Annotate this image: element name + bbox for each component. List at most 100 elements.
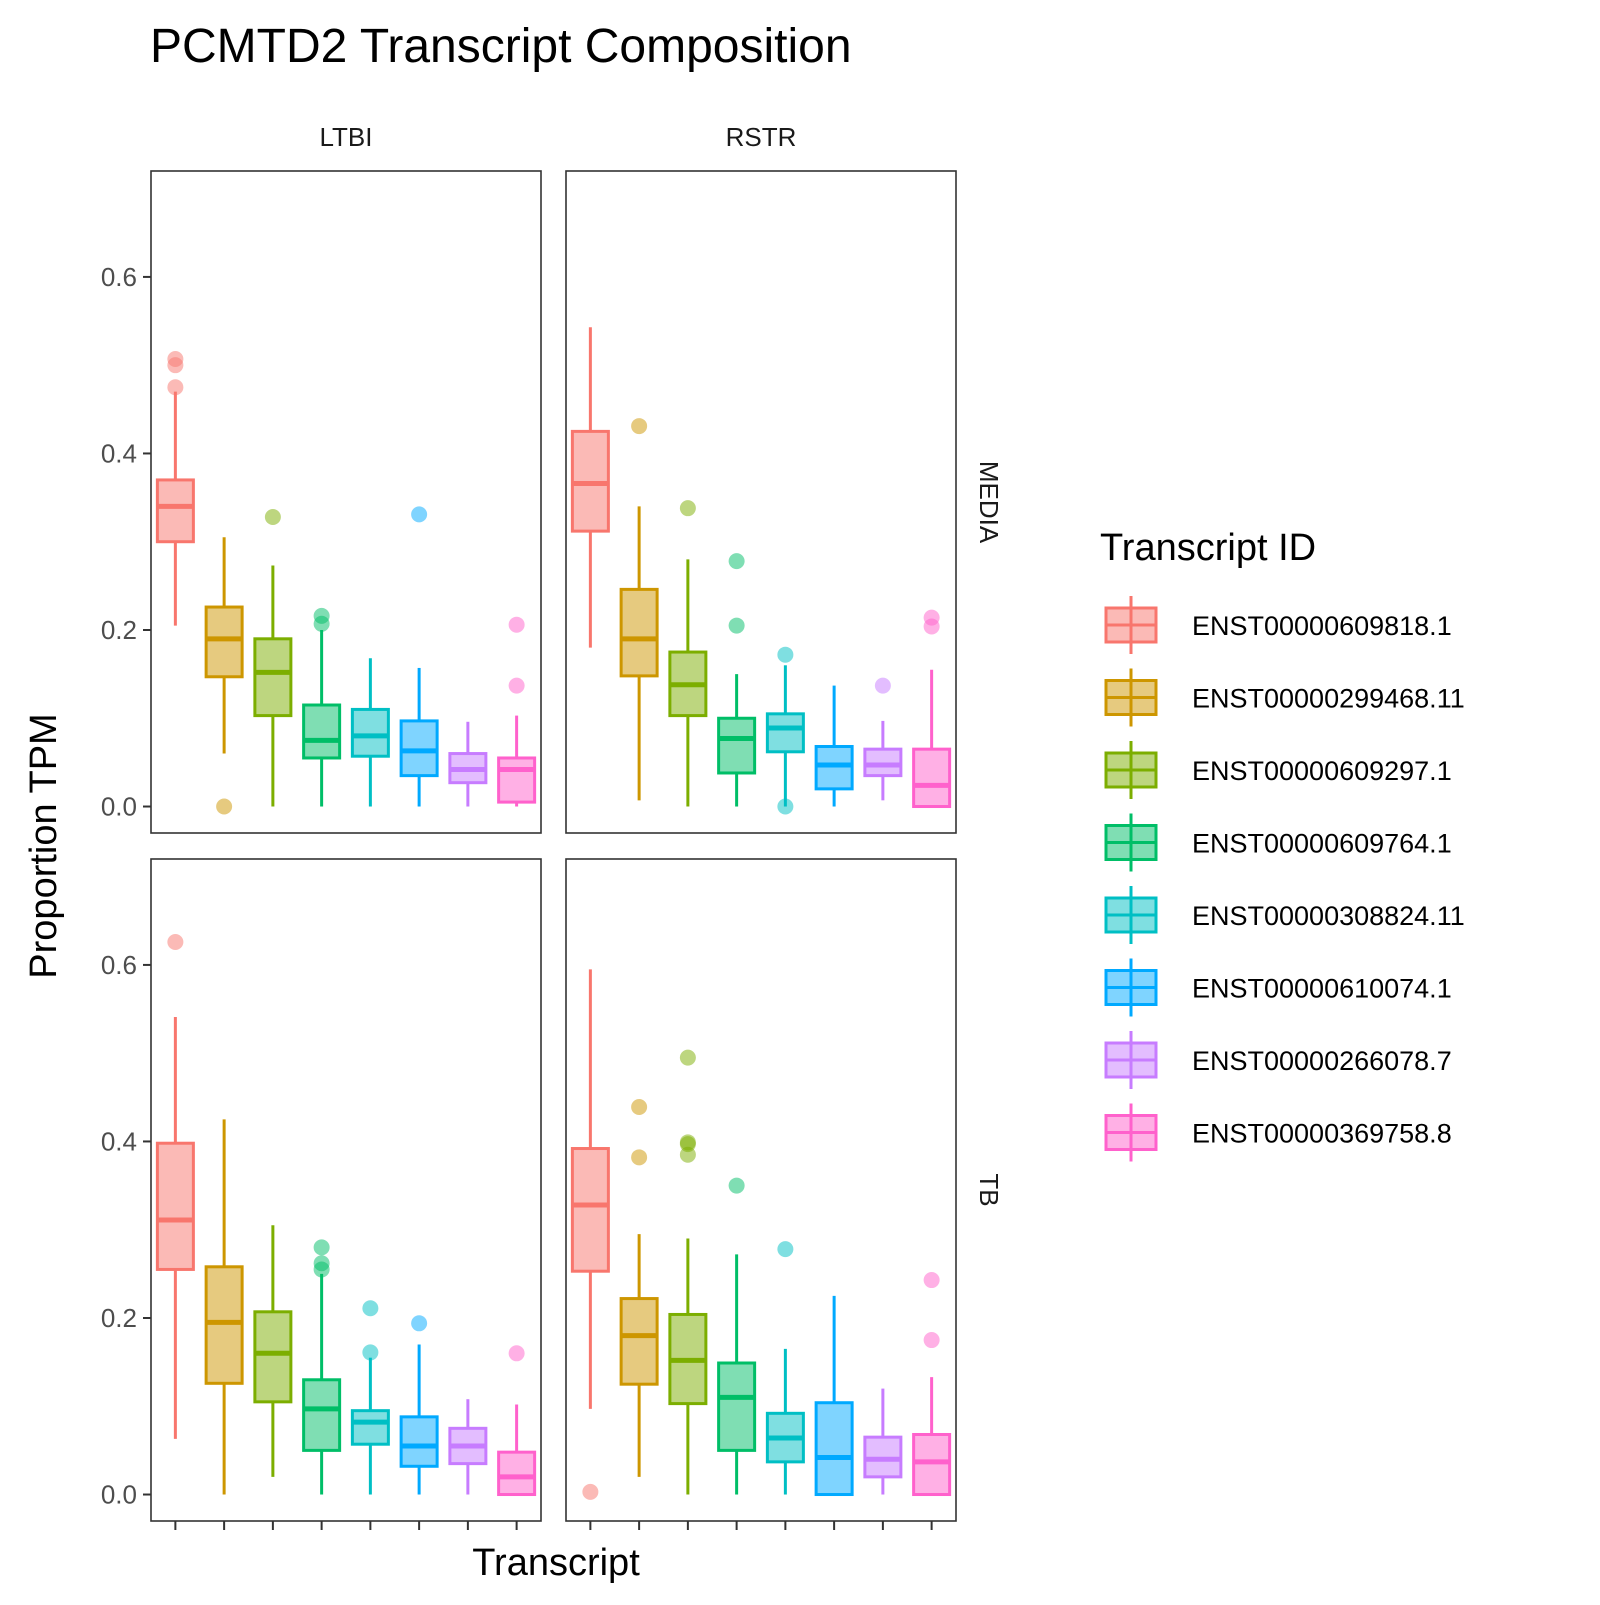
box-iqr bbox=[619, 1297, 659, 1386]
box-4 bbox=[717, 1177, 757, 1495]
outlier-point bbox=[679, 1134, 696, 1151]
box-iqr bbox=[155, 478, 195, 544]
box-iqr bbox=[302, 1378, 342, 1452]
legend-item: ENST00000609818.1 bbox=[1104, 596, 1452, 654]
box-iqr bbox=[253, 637, 293, 718]
box-3 bbox=[668, 500, 708, 807]
outlier-point bbox=[508, 616, 525, 633]
box-iqr bbox=[399, 1415, 439, 1468]
strip-label-tb: TB bbox=[974, 1173, 1004, 1206]
box-iqr bbox=[497, 756, 537, 804]
box-1 bbox=[155, 933, 195, 1439]
box-iqr bbox=[302, 703, 342, 760]
legend-label: ENST00000609764.1 bbox=[1192, 829, 1452, 859]
box-5 bbox=[350, 658, 390, 807]
panel-border bbox=[565, 170, 957, 834]
legend-label: ENST00000369758.8 bbox=[1192, 1119, 1452, 1149]
panel-ltbi-media: 0.0 0.2 0.4 0.6 bbox=[101, 170, 542, 834]
box-iqr bbox=[814, 744, 854, 791]
box-iqr bbox=[350, 707, 390, 758]
box-iqr bbox=[863, 747, 903, 778]
outlier-point bbox=[362, 1344, 379, 1361]
legend-label: ENST00000609297.1 bbox=[1192, 756, 1452, 786]
panel-border bbox=[565, 858, 957, 1522]
box-3 bbox=[668, 1049, 708, 1495]
legend-label: ENST00000610074.1 bbox=[1192, 974, 1452, 1004]
box-iqr bbox=[619, 587, 659, 678]
outlier-point bbox=[777, 1241, 794, 1258]
chart-title: PCMTD2 Transcript Composition bbox=[150, 20, 852, 73]
box-iqr bbox=[497, 1450, 537, 1497]
y-tick-label: 0.4 bbox=[101, 438, 137, 468]
y-tick-label: 0.6 bbox=[101, 950, 137, 980]
box-iqr bbox=[155, 1141, 195, 1271]
outlier-point bbox=[777, 798, 794, 815]
outlier-point bbox=[728, 553, 745, 570]
legend-item: ENST00000610074.1 bbox=[1104, 958, 1452, 1017]
box-8 bbox=[912, 1272, 952, 1497]
box-1 bbox=[570, 969, 610, 1500]
outlier-point bbox=[923, 609, 940, 626]
outlier-point bbox=[411, 506, 428, 523]
box-4 bbox=[302, 1239, 342, 1495]
outlier-point bbox=[264, 509, 281, 526]
box-iqr bbox=[399, 719, 439, 778]
outlier-point bbox=[313, 1255, 330, 1272]
box-7 bbox=[863, 1388, 903, 1495]
box-iqr bbox=[717, 716, 757, 775]
box-5 bbox=[350, 1300, 390, 1495]
legend-title: Transcript ID bbox=[1100, 527, 1316, 569]
y-tick-label: 0.4 bbox=[101, 1126, 137, 1156]
box-2 bbox=[619, 1099, 659, 1477]
outlier-point bbox=[508, 677, 525, 694]
outlier-point bbox=[631, 1149, 648, 1166]
box-7 bbox=[448, 1399, 488, 1495]
legend-label: ENST00000266078.7 bbox=[1192, 1046, 1452, 1076]
legend-item: ENST00000609764.1 bbox=[1104, 813, 1452, 872]
box-2 bbox=[204, 537, 244, 815]
strip-label-rstr: RSTR bbox=[726, 122, 797, 152]
outlier-point bbox=[362, 1300, 379, 1317]
box-iqr bbox=[253, 1310, 293, 1404]
outlier-point bbox=[631, 1099, 648, 1116]
box-6 bbox=[814, 1295, 854, 1497]
outlier-point bbox=[874, 677, 891, 694]
legend-label: ENST00000609818.1 bbox=[1192, 611, 1452, 641]
box-iqr bbox=[765, 712, 805, 754]
panel-ltbi-tb: 0.0 0.2 0.4 0.6 bbox=[101, 858, 542, 1530]
box-6 bbox=[399, 506, 439, 807]
outlier-point bbox=[508, 1345, 525, 1362]
box-iqr bbox=[912, 747, 952, 809]
box-2 bbox=[619, 418, 659, 801]
outlier-point bbox=[728, 1177, 745, 1194]
y-tick-label: 0.6 bbox=[101, 262, 137, 292]
box-2 bbox=[204, 1119, 244, 1495]
legend-item: ENST00000299468.11 bbox=[1104, 668, 1465, 727]
strip-label-ltbi: LTBI bbox=[320, 122, 373, 152]
legend-item: ENST00000609297.1 bbox=[1104, 741, 1452, 799]
box-7 bbox=[863, 677, 903, 801]
outlier-point bbox=[923, 1272, 940, 1289]
box-6 bbox=[814, 685, 854, 807]
x-axis-title: Transcript bbox=[472, 1542, 640, 1584]
outlier-point bbox=[313, 607, 330, 624]
y-tick-label: 0.0 bbox=[101, 792, 137, 822]
box-iqr bbox=[204, 1265, 244, 1385]
y-tick-label: 0.0 bbox=[101, 1480, 137, 1510]
legend: ENST00000609818.1 ENST00000299468.11 ENST0… bbox=[1104, 596, 1465, 1162]
outlier-point bbox=[582, 1483, 599, 1500]
legend-item: ENST00000266078.7 bbox=[1104, 1031, 1452, 1089]
outlier-point bbox=[679, 1049, 696, 1066]
box-6 bbox=[399, 1315, 439, 1495]
legend-item: ENST00000369758.8 bbox=[1104, 1103, 1452, 1162]
box-8 bbox=[912, 609, 952, 809]
box-3 bbox=[253, 1225, 293, 1477]
box-iqr bbox=[204, 605, 244, 679]
box-4 bbox=[302, 607, 342, 807]
outlier-point bbox=[313, 1239, 330, 1256]
box-1 bbox=[570, 327, 610, 648]
box-iqr bbox=[912, 1432, 952, 1497]
panels-layer: 0.0 0.2 0.4 0.6 0.0 0.2 0.4 0.6 LTBI RSTR MEDIA TB bbox=[101, 122, 1004, 1530]
